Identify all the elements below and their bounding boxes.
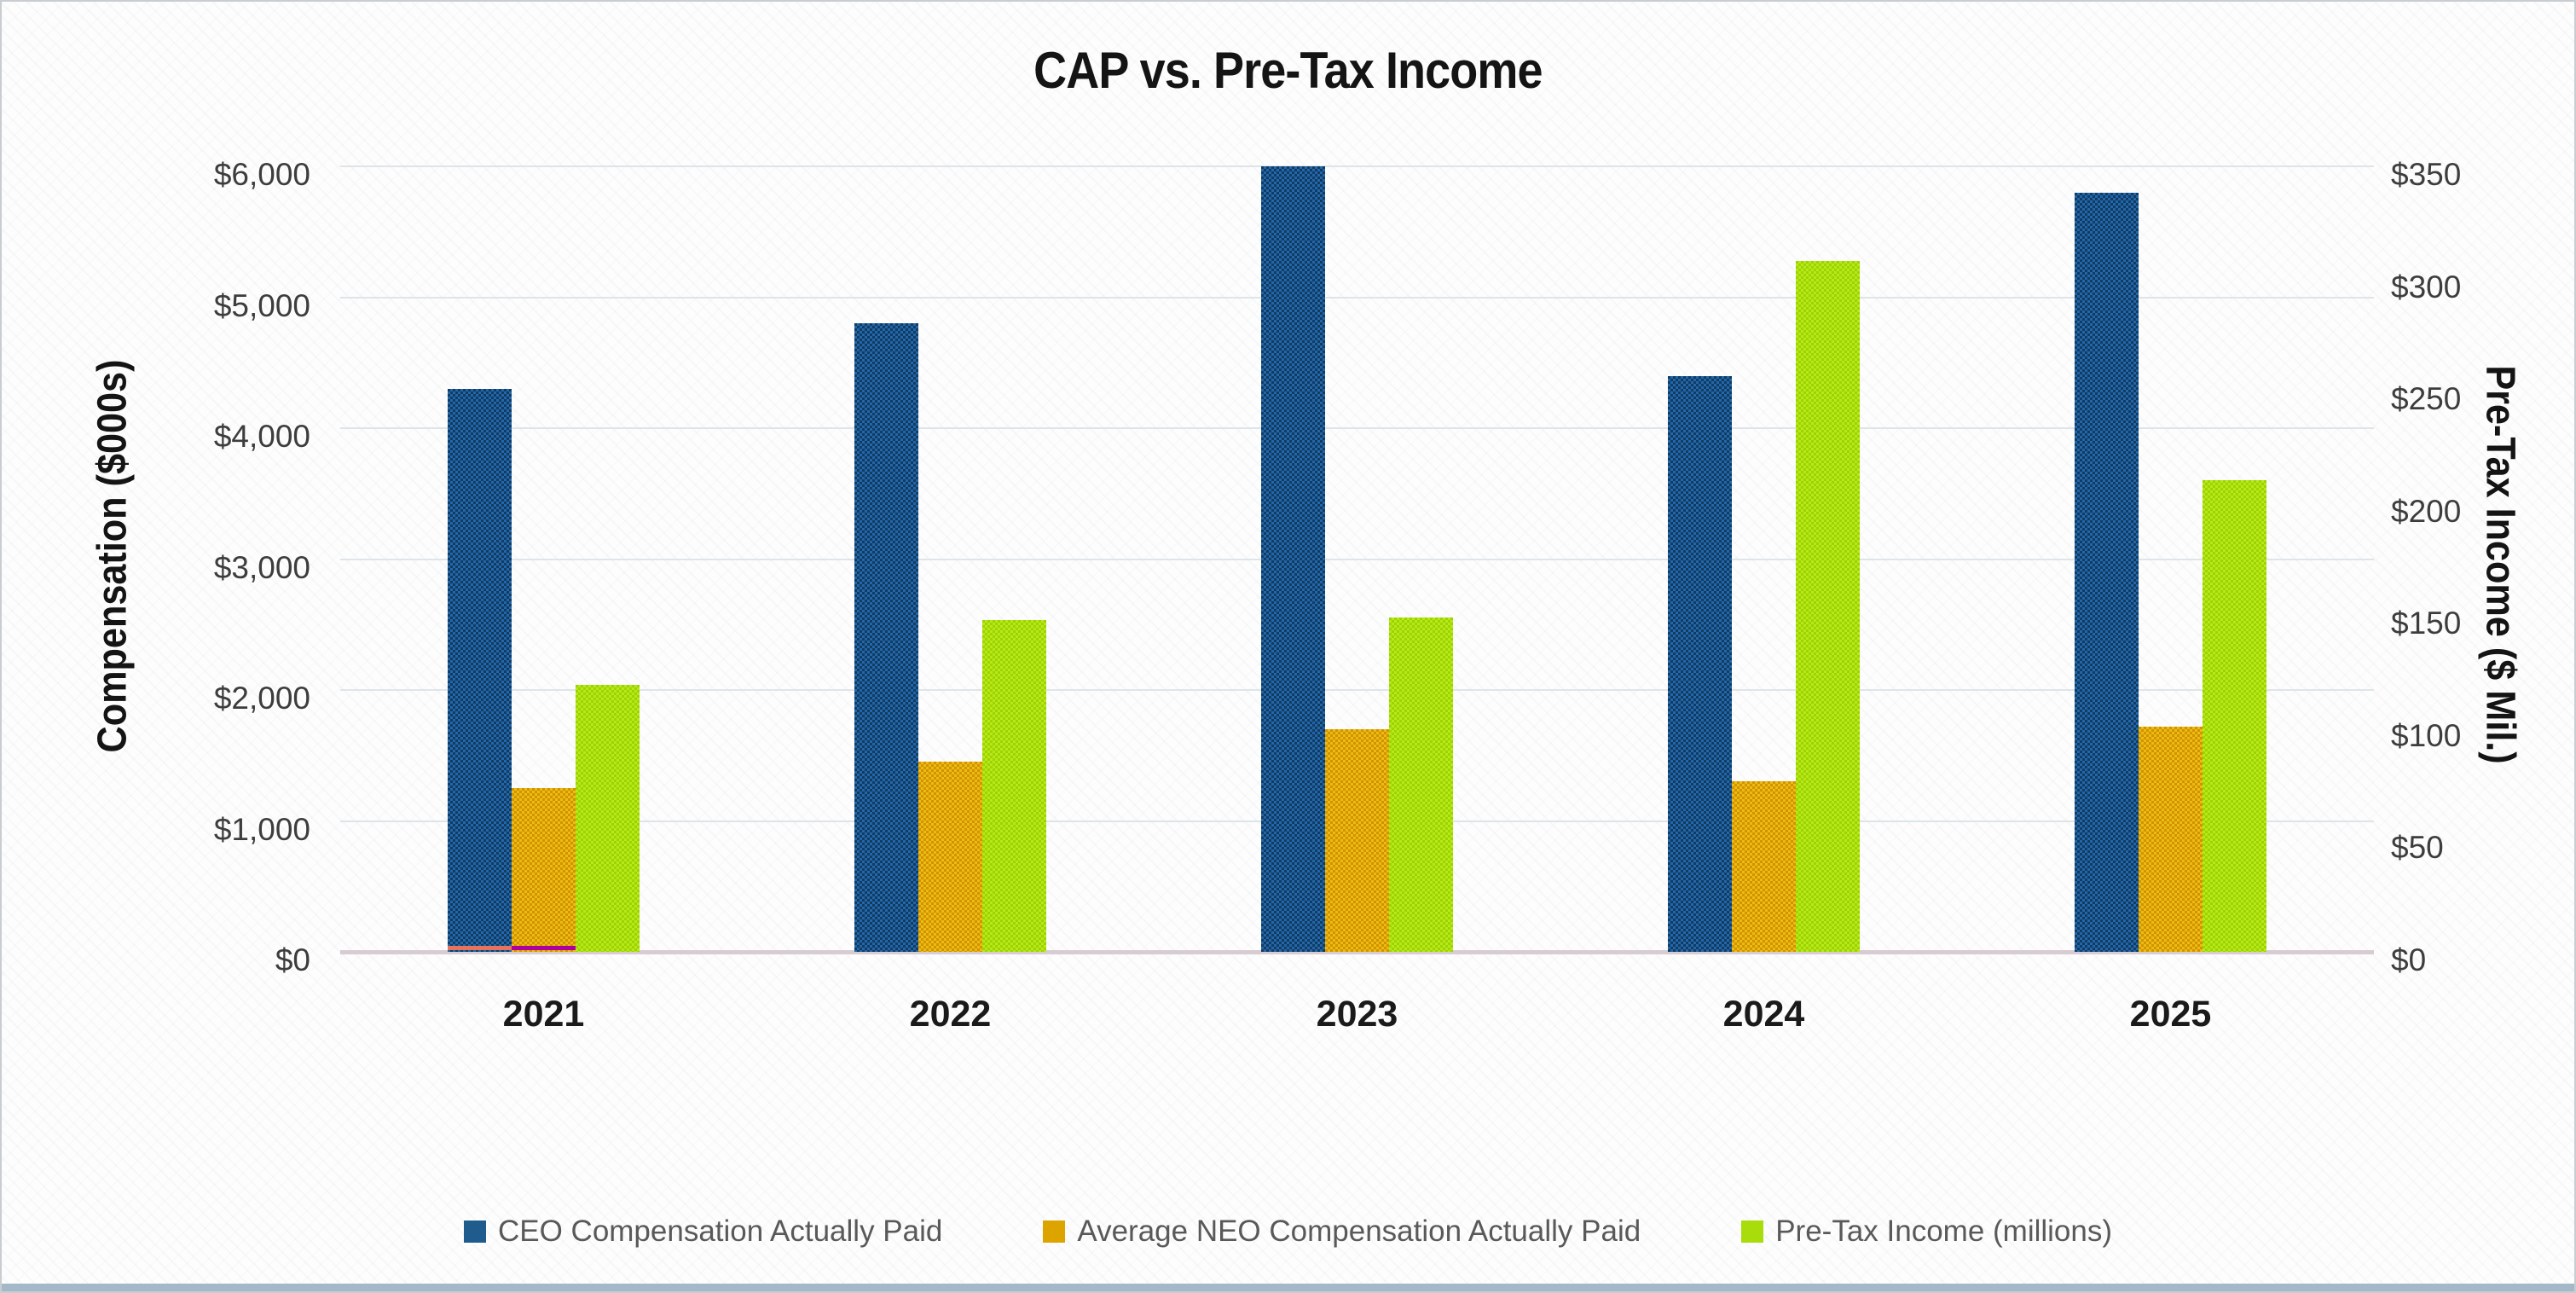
legend-swatch <box>1043 1221 1066 1243</box>
left-axis-tick-label: $0 <box>275 942 310 977</box>
category-label: 2022 <box>909 994 992 1035</box>
left-axis-tick-label: $3,000 <box>213 549 310 585</box>
bar-ceo-compensation <box>448 388 512 952</box>
left-axis-tick-label: $1,000 <box>213 811 310 847</box>
legend: CEO Compensation Actually Paid Average NE… <box>2 1215 2574 1249</box>
bar-ceo-compensation <box>2075 192 2139 952</box>
right-axis-tick-label: $300 <box>2391 269 2462 304</box>
legend-swatch <box>463 1221 486 1243</box>
category-label: 2025 <box>2129 994 2212 1035</box>
right-axis-tick-label: $350 <box>2391 157 2462 192</box>
right-axis-tick-label: $0 <box>2391 942 2427 977</box>
right-axis-tick-label: $150 <box>2391 606 2462 641</box>
bar-neo-compensation <box>1325 729 1389 952</box>
bottom-border-band <box>2 1284 2574 1291</box>
gridline <box>340 165 2374 167</box>
bar-pretax-income <box>1796 260 1860 952</box>
bar-pretax-income <box>576 684 640 952</box>
left-axis-tick-label: $5,000 <box>213 287 310 323</box>
legend-item: CEO Compensation Actually Paid <box>463 1215 943 1249</box>
right-axis-tick-label: $250 <box>2391 381 2462 417</box>
right-axis-title: Pre-Tax Income ($ Mil.) <box>2477 365 2523 764</box>
left-axis-tick-label: $2,000 <box>213 681 310 716</box>
legend-label: Pre-Tax Income (millions) <box>1775 1215 2113 1248</box>
category-label: 2024 <box>1722 994 1805 1035</box>
legend-label: Average NEO Compensation Actually Paid <box>1077 1215 1641 1248</box>
chart-title: CAP vs. Pre-Tax Income <box>2 41 2574 100</box>
gridline <box>340 689 2374 691</box>
bar-neo-compensation <box>1732 781 1796 952</box>
baseline-marker <box>448 946 512 950</box>
bar-ceo-compensation <box>1668 375 1732 952</box>
right-axis-tick-label: $200 <box>2391 493 2462 529</box>
left-axis-tick-label: $6,000 <box>213 157 310 192</box>
category-label: 2023 <box>1316 994 1398 1035</box>
legend-item: Average NEO Compensation Actually Paid <box>1043 1215 1641 1249</box>
gridline <box>340 427 2374 429</box>
baseline-marker <box>512 946 576 950</box>
legend-swatch <box>1741 1221 1764 1243</box>
legend-item: Pre-Tax Income (millions) <box>1741 1215 2112 1249</box>
bar-pretax-income <box>2203 480 2266 952</box>
gridline <box>340 558 2374 560</box>
x-axis-baseline <box>340 950 2374 954</box>
right-axis-tick-label: $100 <box>2391 717 2462 753</box>
bar-ceo-compensation <box>854 323 918 952</box>
left-axis-tick-label: $4,000 <box>213 419 310 454</box>
bar-pretax-income <box>982 619 1046 952</box>
legend-label: CEO Compensation Actually Paid <box>497 1215 943 1248</box>
bar-neo-compensation <box>2139 726 2203 952</box>
right-axis-tick-label: $50 <box>2391 830 2444 866</box>
bar-ceo-compensation <box>1261 166 1325 952</box>
gridline <box>340 296 2374 299</box>
bar-neo-compensation <box>918 762 982 952</box>
bar-pretax-income <box>1389 617 1453 952</box>
bar-neo-compensation <box>512 788 576 952</box>
chart-title-text: CAP vs. Pre-Tax Income <box>1033 42 1543 99</box>
category-label: 2021 <box>502 994 585 1035</box>
